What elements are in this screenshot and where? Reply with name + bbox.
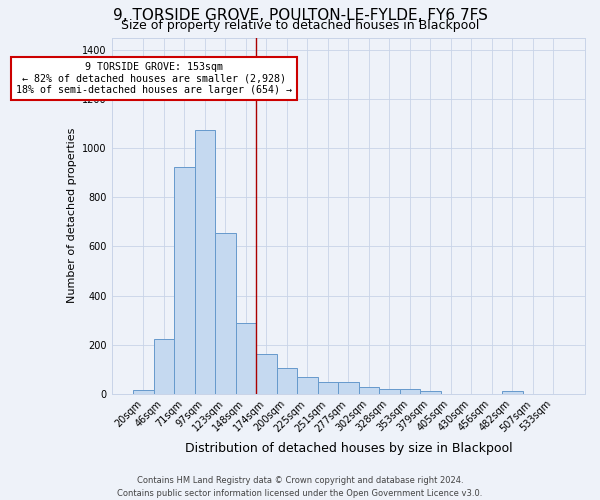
Bar — [502, 392, 523, 394]
Bar — [277, 368, 297, 394]
Bar — [297, 377, 317, 394]
Bar — [195, 130, 215, 394]
Bar — [154, 338, 174, 394]
Bar — [215, 233, 236, 394]
Text: Contains HM Land Registry data © Crown copyright and database right 2024.
Contai: Contains HM Land Registry data © Crown c… — [118, 476, 482, 498]
Bar — [338, 382, 359, 394]
Bar — [379, 389, 400, 394]
Text: 9 TORSIDE GROVE: 153sqm
← 82% of detached houses are smaller (2,928)
18% of semi: 9 TORSIDE GROVE: 153sqm ← 82% of detache… — [16, 62, 292, 96]
Bar — [236, 322, 256, 394]
Bar — [359, 387, 379, 394]
Y-axis label: Number of detached properties: Number of detached properties — [67, 128, 77, 304]
Bar — [317, 382, 338, 394]
Bar — [420, 391, 440, 394]
Bar — [133, 390, 154, 394]
Text: 9, TORSIDE GROVE, POULTON-LE-FYLDE, FY6 7FS: 9, TORSIDE GROVE, POULTON-LE-FYLDE, FY6 … — [113, 8, 487, 22]
Bar — [256, 354, 277, 394]
Text: Size of property relative to detached houses in Blackpool: Size of property relative to detached ho… — [121, 19, 479, 32]
X-axis label: Distribution of detached houses by size in Blackpool: Distribution of detached houses by size … — [185, 442, 512, 455]
Bar — [174, 166, 195, 394]
Bar — [400, 389, 420, 394]
